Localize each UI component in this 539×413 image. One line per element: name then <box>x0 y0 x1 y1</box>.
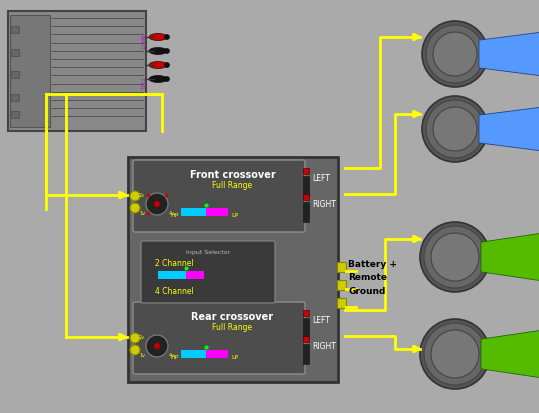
Text: Full Range: Full Range <box>212 323 252 332</box>
Circle shape <box>431 330 479 378</box>
Ellipse shape <box>149 62 167 69</box>
Text: LP: LP <box>231 213 238 218</box>
Bar <box>303 310 309 316</box>
Circle shape <box>424 226 486 288</box>
Text: Input Selector: Input Selector <box>186 250 230 255</box>
Circle shape <box>422 22 488 88</box>
Circle shape <box>130 192 140 202</box>
Bar <box>337 280 346 290</box>
Bar <box>158 271 186 279</box>
Text: 2v: 2v <box>139 193 145 198</box>
Text: 2v: 2v <box>139 335 145 339</box>
FancyBboxPatch shape <box>133 161 305 233</box>
Circle shape <box>130 333 140 343</box>
Ellipse shape <box>149 48 167 55</box>
Bar <box>181 350 206 358</box>
Circle shape <box>420 223 490 292</box>
Bar <box>206 350 228 358</box>
Text: LEFT: LEFT <box>312 316 330 325</box>
Text: HP: HP <box>171 213 179 218</box>
Circle shape <box>130 345 140 355</box>
Text: RIGHT: RIGHT <box>312 342 336 351</box>
Text: 4v: 4v <box>169 353 175 358</box>
Bar <box>11 50 19 57</box>
Bar <box>303 336 309 342</box>
Bar <box>11 27 19 34</box>
Text: 2 Channel: 2 Channel <box>155 259 194 268</box>
Polygon shape <box>481 233 539 282</box>
Ellipse shape <box>164 77 169 82</box>
Bar <box>186 271 204 279</box>
Text: Full Range: Full Range <box>212 181 252 190</box>
Circle shape <box>154 343 160 349</box>
Bar <box>337 262 346 272</box>
FancyBboxPatch shape <box>133 302 305 374</box>
Bar <box>8 12 146 132</box>
Bar <box>303 318 309 338</box>
Circle shape <box>431 233 479 281</box>
Polygon shape <box>479 32 539 78</box>
Polygon shape <box>479 107 539 152</box>
Circle shape <box>426 101 484 159</box>
Text: INPUT: INPUT <box>139 35 143 49</box>
Bar <box>181 209 206 216</box>
Circle shape <box>433 108 477 152</box>
Bar <box>303 344 309 364</box>
Bar <box>11 112 19 119</box>
Text: 1v: 1v <box>139 353 145 358</box>
Bar <box>11 72 19 79</box>
Text: 7.1SL: 7.1SL <box>139 77 143 90</box>
Circle shape <box>433 33 477 77</box>
Text: LP: LP <box>231 355 238 360</box>
Bar <box>303 202 309 223</box>
Ellipse shape <box>164 36 169 40</box>
Text: Front crossover: Front crossover <box>190 170 275 180</box>
Text: RIGHT: RIGHT <box>312 200 336 209</box>
Ellipse shape <box>164 63 169 68</box>
Text: Rear crossover: Rear crossover <box>191 311 273 321</box>
Circle shape <box>154 202 160 207</box>
Bar <box>10 16 50 128</box>
Circle shape <box>420 319 490 389</box>
Ellipse shape <box>149 34 167 41</box>
Text: 4 Channel: 4 Channel <box>155 287 194 296</box>
Polygon shape <box>481 330 539 378</box>
Text: 1v: 1v <box>139 211 145 216</box>
Bar <box>303 177 309 197</box>
Bar <box>337 298 346 308</box>
Circle shape <box>426 26 484 84</box>
Bar <box>128 158 338 382</box>
Bar <box>303 169 309 175</box>
Circle shape <box>146 335 168 357</box>
Text: HP: HP <box>171 355 179 360</box>
Circle shape <box>424 323 486 385</box>
Circle shape <box>146 194 168 216</box>
Bar <box>11 95 19 102</box>
Circle shape <box>130 204 140 214</box>
FancyBboxPatch shape <box>141 242 275 303</box>
Text: 4v: 4v <box>169 211 175 216</box>
Text: Battery +
Remote
Ground: Battery + Remote Ground <box>348 260 397 295</box>
Ellipse shape <box>164 50 169 55</box>
Circle shape <box>422 97 488 163</box>
Bar <box>206 209 228 216</box>
Bar <box>303 195 309 201</box>
Ellipse shape <box>149 76 167 83</box>
Text: LEFT: LEFT <box>312 174 330 183</box>
